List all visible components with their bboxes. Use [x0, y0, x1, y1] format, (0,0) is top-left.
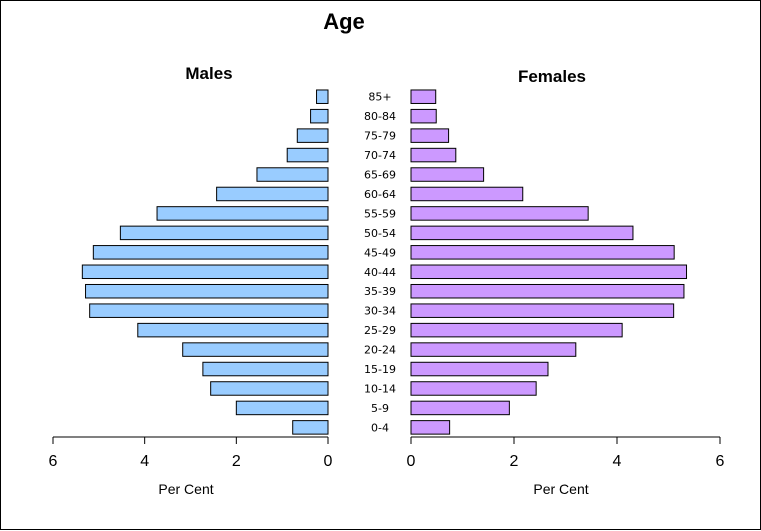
age-group-label: 80-84 — [364, 110, 396, 123]
males-x-tick-label: 6 — [49, 453, 58, 470]
males-x-axis-label: Per Cent — [158, 481, 213, 497]
female-bar-40-44 — [410, 264, 688, 280]
age-group-label: 30-34 — [364, 305, 396, 318]
female-bar-75-79 — [410, 128, 450, 143]
female-bar-30-34 — [410, 303, 675, 318]
males-panel-title: Males — [185, 64, 232, 83]
female-bar-85+ — [410, 89, 437, 104]
female-bar-80-84 — [410, 108, 437, 124]
male-bar-70-74 — [286, 147, 329, 163]
females-x-tick-label: 4 — [613, 453, 622, 470]
male-bar-80-84 — [310, 108, 329, 124]
male-bar-60-64 — [216, 186, 329, 202]
female-bar-70-74 — [410, 147, 457, 163]
male-bar-25-29 — [137, 322, 329, 338]
females-x-tick-label: 6 — [716, 453, 725, 470]
male-bar-5-9 — [235, 400, 329, 416]
female-bar-20-24 — [410, 342, 577, 357]
male-bar-55-59 — [156, 206, 329, 221]
females-panel-title: Females — [518, 67, 586, 86]
male-bar-35-39 — [85, 283, 329, 299]
male-bar-15-19 — [202, 361, 329, 377]
age-group-label: 20-24 — [364, 344, 396, 357]
females-x-axis-label: Per Cent — [533, 481, 588, 497]
age-group-label: 25-29 — [364, 324, 396, 337]
female-bar-25-29 — [410, 322, 623, 338]
age-group-label: 75-79 — [364, 130, 396, 143]
males-x-tick-label: 4 — [140, 453, 149, 470]
male-bar-50-54 — [119, 225, 329, 241]
age-group-label: 10-14 — [364, 382, 396, 395]
male-bar-10-14 — [210, 381, 329, 396]
females-x-tick-label: 0 — [407, 453, 416, 470]
female-bar-35-39 — [410, 283, 685, 299]
age-group-label: 65-69 — [364, 169, 396, 182]
females-x-tick-label: 2 — [510, 453, 519, 470]
age-group-label: 70-74 — [364, 149, 396, 162]
female-bar-50-54 — [410, 225, 634, 241]
males-x-tick-label: 2 — [232, 453, 241, 470]
female-bar-15-19 — [410, 361, 549, 377]
males-x-tick-label: 0 — [324, 453, 333, 470]
chart-title: Age — [323, 9, 365, 34]
female-bar-45-49 — [410, 245, 675, 260]
male-bar-40-44 — [81, 264, 329, 280]
age-group-label: 15-19 — [364, 363, 396, 376]
male-bar-0-4 — [292, 420, 329, 435]
age-group-label: 0-4 — [371, 421, 389, 434]
age-group-label: 50-54 — [364, 227, 396, 240]
age-group-label: 5-9 — [371, 402, 389, 415]
age-group-label: 45-49 — [364, 246, 396, 259]
age-group-label: 35-39 — [364, 285, 396, 298]
female-bar-65-69 — [410, 167, 485, 182]
male-bar-30-34 — [89, 303, 329, 318]
male-bar-45-49 — [92, 245, 329, 260]
female-bar-10-14 — [410, 381, 537, 396]
female-bar-5-9 — [410, 400, 510, 416]
female-bar-60-64 — [410, 186, 524, 202]
age-group-label: 60-64 — [364, 188, 396, 201]
female-bar-55-59 — [410, 206, 589, 221]
male-bar-65-69 — [256, 167, 329, 182]
age-group-label: 40-44 — [364, 266, 396, 279]
age-group-label: 55-59 — [364, 207, 396, 220]
male-bar-20-24 — [182, 342, 329, 357]
female-bar-0-4 — [410, 420, 451, 435]
male-bar-85+ — [316, 89, 329, 104]
age-group-label: 85+ — [368, 91, 391, 104]
male-bar-75-79 — [296, 128, 329, 143]
